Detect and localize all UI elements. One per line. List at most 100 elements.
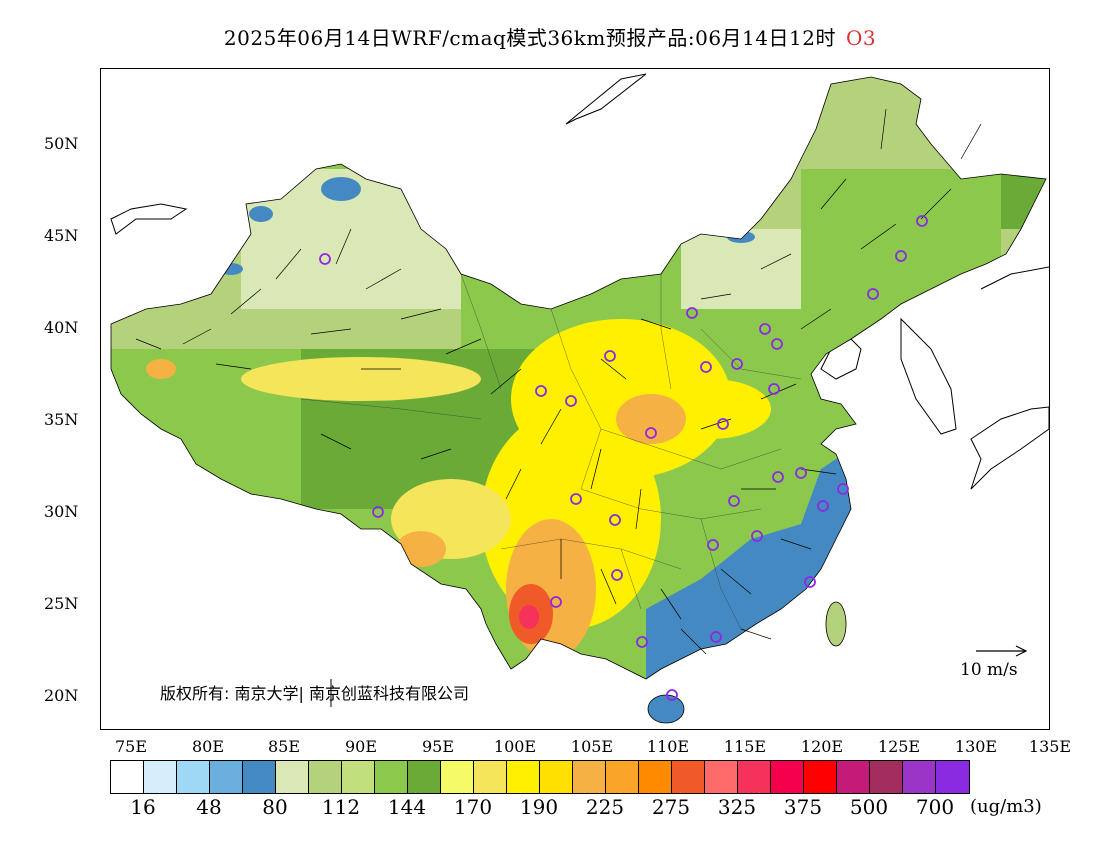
station-marker [609,514,621,526]
colorbar-label: 375 [783,795,823,819]
ozone-forecast-map [110,73,1049,724]
colorbar-swatch [243,761,276,793]
lon-label: 125E [877,737,921,756]
colorbar-swatch [606,761,639,793]
colorbar-label: 144 [387,795,427,819]
lon-label: 75E [114,737,148,756]
station-marker [372,506,384,518]
lon-label: 130E [954,737,998,756]
lake-baikal-outline [565,73,647,125]
station-marker [795,467,807,479]
colorbar-swatch [738,761,771,793]
colorbar-swatch [804,761,837,793]
station-marker [717,418,729,430]
station-marker [700,361,712,373]
lon-label: 110E [646,737,690,756]
station-marker [707,539,719,551]
station-marker [686,307,698,319]
station-markers [319,215,928,701]
station-marker [751,530,763,542]
colorbar-swatch [177,761,210,793]
station-marker [772,471,784,483]
colorbar-swatch [540,761,573,793]
colorbar-swatch [705,761,738,793]
taiwan-island [825,601,847,647]
pollutant-label: O3 [845,26,877,50]
title-text: 2025年06月14日WRF/cmaq模式36km预报产品:06月14日12时 [223,26,836,50]
station-marker [570,493,582,505]
station-marker [604,350,616,362]
balkhash-outline [110,203,188,235]
colorbar-label: 275 [651,795,691,819]
colorbar-label: 16 [130,795,156,819]
lon-label: 100E [493,737,537,756]
station-marker [837,483,849,495]
station-marker [731,358,743,370]
station-marker [611,569,623,581]
wind-reference-label: 10 m/s [960,660,1018,680]
colorbar-label: 325 [717,795,757,819]
lon-label: 80E [191,737,225,756]
lon-label: 85E [267,737,301,756]
colorbar-swatch [870,761,903,793]
colorbar-swatch [474,761,507,793]
province-boundaries [300,273,802,630]
lat-label: 20N [44,686,79,705]
colorbar-swatch [672,761,705,793]
station-marker [319,253,331,265]
colorbar-swatch [309,761,342,793]
sea-of-japan-coast [980,266,1049,290]
colorbar-label: 190 [519,795,559,819]
station-marker [759,323,771,335]
lon-label: 120E [800,737,844,756]
colorbar-swatch [441,761,474,793]
lat-label: 35N [44,410,79,429]
korea-coast [900,317,957,435]
colorbar-swatch [342,761,375,793]
hainan-island [647,694,685,724]
lon-label: 105E [570,737,614,756]
colorbar-swatch [837,761,870,793]
station-marker [666,689,678,701]
colorbar-swatch [771,761,804,793]
colorbar-label: 170 [453,795,493,819]
station-marker [535,385,547,397]
colorbar-label: 80 [262,795,288,819]
colorbar-swatch [507,761,540,793]
map-title: 2025年06月14日WRF/cmaq模式36km预报产品:06月14日12时 O… [0,22,1100,51]
lon-label: 115E [723,737,767,756]
colorbar-units: (ug/m3) [970,796,1042,817]
colorbar-swatch [210,761,243,793]
station-marker [804,576,816,588]
station-marker [565,395,577,407]
wind-vectors [135,108,982,655]
station-marker [771,338,783,350]
colorbar [110,760,970,794]
colorbar-swatch [903,761,936,793]
china-border [110,76,1047,680]
colorbar-label: 500 [849,795,889,819]
colorbar-swatch [408,761,441,793]
lat-label: 30N [44,502,79,521]
lon-label: 135E [1028,737,1072,756]
map-panel [100,68,1050,730]
colorbar-label: 112 [321,795,361,819]
colorbar-swatch [573,761,606,793]
colorbar-swatch [375,761,408,793]
station-marker [916,215,928,227]
copyright-text: 版权所有: 南京大学| 南京创蓝科技有限公司 [160,684,469,703]
station-marker [550,596,562,608]
colorbar-swatch [639,761,672,793]
arrow-right-icon [976,645,1028,657]
colorbar-swatch [111,761,144,793]
station-marker [636,636,648,648]
lon-label: 90E [344,737,378,756]
station-marker [768,383,780,395]
station-marker [867,288,879,300]
lat-label: 25N [44,594,79,613]
station-marker [728,495,740,507]
japan-coast [970,406,1049,490]
station-marker [817,500,829,512]
lat-label: 45N [44,226,79,245]
station-marker [710,631,722,643]
